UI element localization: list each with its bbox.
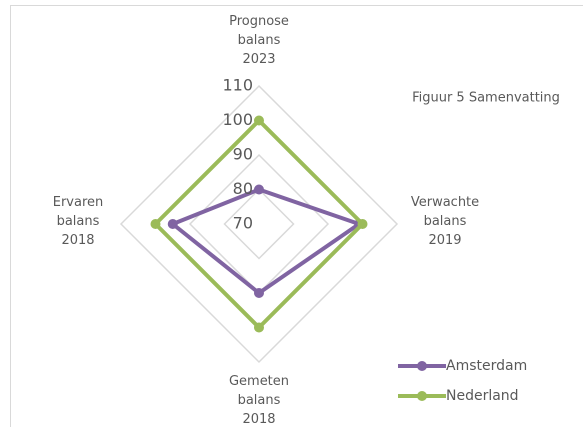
data-point [357, 219, 368, 229]
legend-label: Nederland [446, 388, 519, 404]
r-tick-label: 100 [222, 110, 253, 129]
legend-label: Amsterdam [446, 358, 527, 374]
category-label: Gemeten balans 2018 [228, 374, 290, 427]
series-line [170, 187, 362, 295]
category-label: Verwachte balans 2019 [410, 195, 480, 248]
category-label: Ervaren balans 2018 [52, 195, 104, 248]
chart-frame [10, 5, 583, 427]
data-point [254, 184, 264, 195]
r-tick-label: 110 [222, 76, 253, 95]
grid-ring [223, 188, 295, 260]
legend-marker [417, 391, 427, 401]
data-point [254, 322, 264, 333]
grid-ring [188, 153, 330, 295]
data-point [150, 219, 161, 229]
data-point [167, 219, 178, 229]
legend-marker [417, 361, 427, 371]
data-point [254, 115, 264, 126]
chart-title: Figuur 5 Samenvatting [412, 91, 560, 106]
r-tick-label: 90 [233, 145, 253, 164]
r-tick-label: 70 [233, 214, 253, 233]
data-point [254, 288, 264, 298]
grid-ring [119, 84, 399, 364]
category-label: Prognose balans 2023 [229, 14, 289, 67]
r-tick-label: 80 [233, 179, 253, 198]
